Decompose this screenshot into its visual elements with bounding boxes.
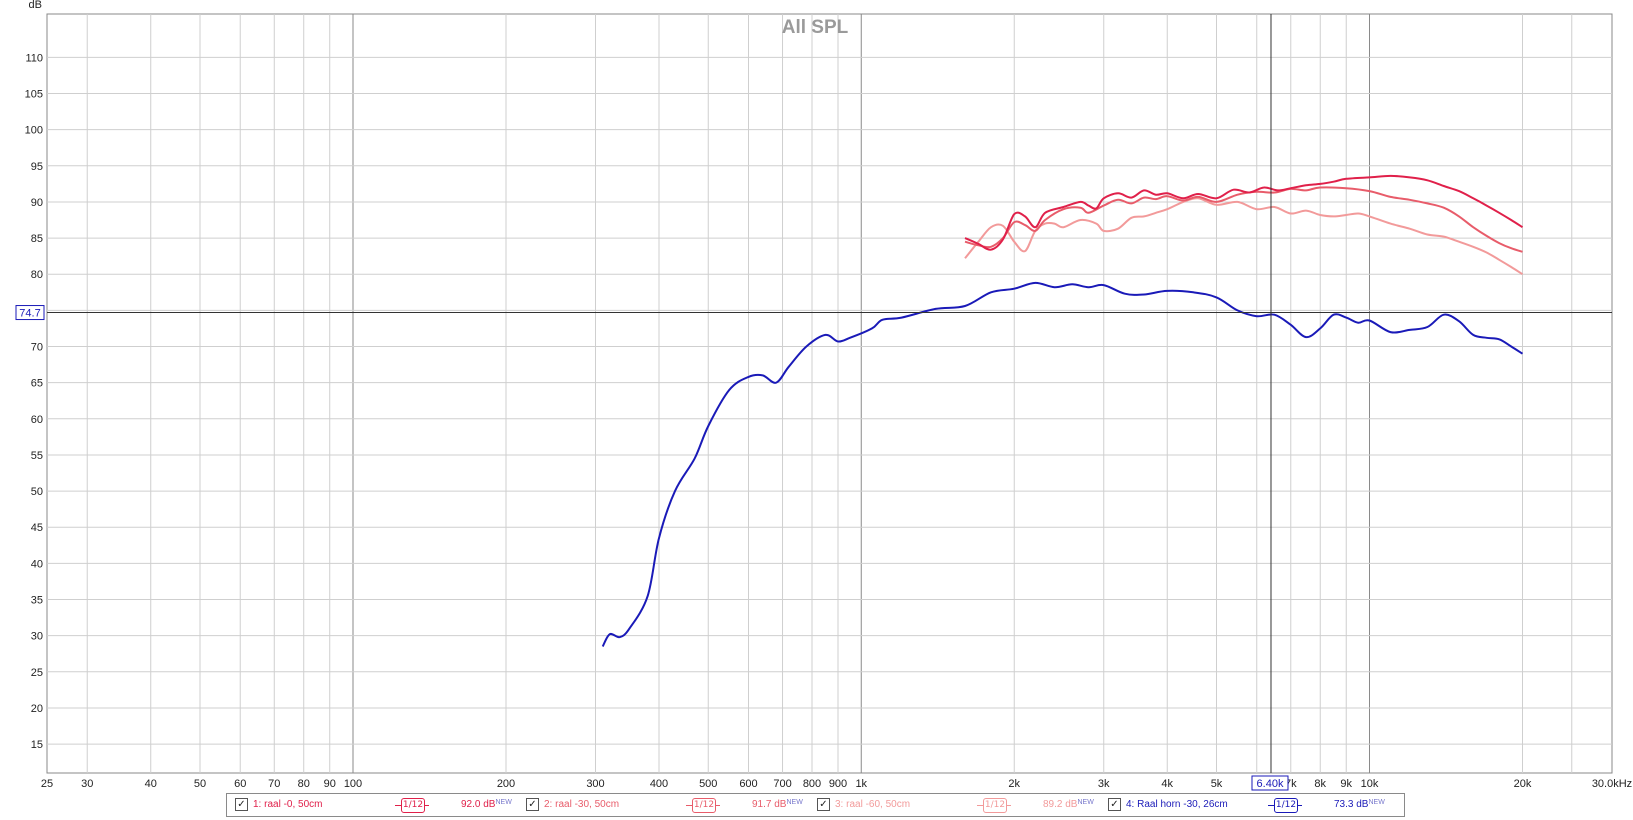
cursor-x-box [1251,775,1289,791]
legend-label-2: 2: raal -30, 50cm [544,799,620,810]
series-line-4 [601,281,1524,648]
y-tick-label: 40 [31,558,43,570]
y-axis-unit-label: dB [29,0,42,11]
x-tick-label: 700 [773,778,791,790]
x-tick-label: 70 [268,778,280,790]
legend-label-3: 3: raal -60, 50cm [835,799,911,810]
x-tick-label: 8k [1314,778,1326,790]
y-tick-label: 25 [31,667,43,679]
x-tick-label: 60 [234,778,246,790]
x-tick-label: 800 [803,778,821,790]
legend-checkbox-1[interactable]: ✓ [235,798,248,811]
legend-value-4: 73.3 dBNEW [1334,799,1385,810]
smoothing-icon-3[interactable]: 1/12 [977,797,1011,813]
y-tick-label: 80 [31,269,43,281]
plot-frame [46,13,1613,774]
x-tick-label: 40 [145,778,157,790]
y-tick-label: 105 [25,89,43,101]
cursor-y-label: 74.7 [19,308,40,320]
new-badge-4: NEW [1368,799,1385,806]
x-tick-label: 200 [497,778,515,790]
x-tick-label: 100 [344,778,362,790]
x-tick-label: 30.0kHz [1592,778,1632,790]
x-tick-label: 4k [1161,778,1173,790]
smoothing-icon-2[interactable]: 1/12 [686,797,720,813]
legend-label-4: 4: Raal horn -30, 26cm [1126,799,1228,810]
x-tick-label: 300 [586,778,604,790]
cursor-crosshair[interactable]: 74.7 6.40k [15,14,1612,791]
smoothing-icon-1[interactable]: 1/12 [395,797,429,813]
x-tick-label: 600 [739,778,757,790]
smoothing-icon-4[interactable]: 1/12 [1268,797,1302,813]
cursor-y-box [15,305,45,321]
legend-value-3: 89.2 dBNEW [1043,799,1094,810]
series-line-2 [964,186,1523,253]
y-tick-label: 45 [31,522,43,534]
x-tick-label: 9k [1340,778,1352,790]
y-tick-label: 110 [25,52,43,64]
x-tick-label: 25 [41,778,53,790]
legend-bar: ✓ 1: raal -0, 50cm 1/12 92.0 dBNEW ✓ 2: … [226,793,1405,817]
y-tick-label: 65 [31,378,43,390]
x-tick-label: 30 [81,778,93,790]
legend-checkbox-2[interactable]: ✓ [526,798,539,811]
x-tick-label: 900 [829,778,847,790]
x-tick-label: 1k [855,778,867,790]
legend-checkbox-3[interactable]: ✓ [817,798,830,811]
y-tick-label: 50 [31,486,43,498]
new-badge-2: NEW [786,799,803,806]
y-tick-label: 60 [31,414,43,426]
y-tick-label: 95 [31,161,43,173]
y-tick-label: 30 [31,631,43,643]
chart-title: All SPL [782,17,849,38]
x-tick-label: 50 [194,778,206,790]
y-tick-label: 100 [25,125,43,137]
x-tick-label: 10k [1361,778,1379,790]
legend-checkbox-4[interactable]: ✓ [1108,798,1121,811]
new-badge-3: NEW [1077,799,1094,806]
x-tick-label: 90 [324,778,336,790]
y-tick-label: 15 [31,739,43,751]
x-tick-label: 3k [1098,778,1110,790]
y-tick-label: 35 [31,595,43,607]
y-tick-label: 85 [31,233,43,245]
series-line-3 [964,197,1524,276]
legend-value-2: 91.7 dBNEW [752,799,803,810]
chart-axes: 15 20 25 30 35 40 45 50 55 60 65 70 80 85 90 95 100 105 11… [25,52,1633,790]
legend-label-1: 1: raal -0, 50cm [253,799,323,810]
x-tick-label: 2k [1008,778,1020,790]
new-badge-1: NEW [495,799,512,806]
plot-lines [601,174,1524,648]
x-tick-label: 5k [1211,778,1223,790]
x-tick-label: 20k [1514,778,1532,790]
x-tick-label: 400 [650,778,668,790]
cursor-x-label: 6.40k [1257,778,1284,790]
x-tick-label: 500 [699,778,717,790]
y-tick-label: 20 [31,703,43,715]
series-line-1 [964,174,1524,251]
y-tick-label: 70 [31,342,43,354]
chart-grid [46,13,1613,774]
y-tick-label: 90 [31,197,43,209]
legend-value-1: 92.0 dBNEW [461,799,512,810]
y-tick-label: 55 [31,450,43,462]
x-tick-label: 80 [298,778,310,790]
